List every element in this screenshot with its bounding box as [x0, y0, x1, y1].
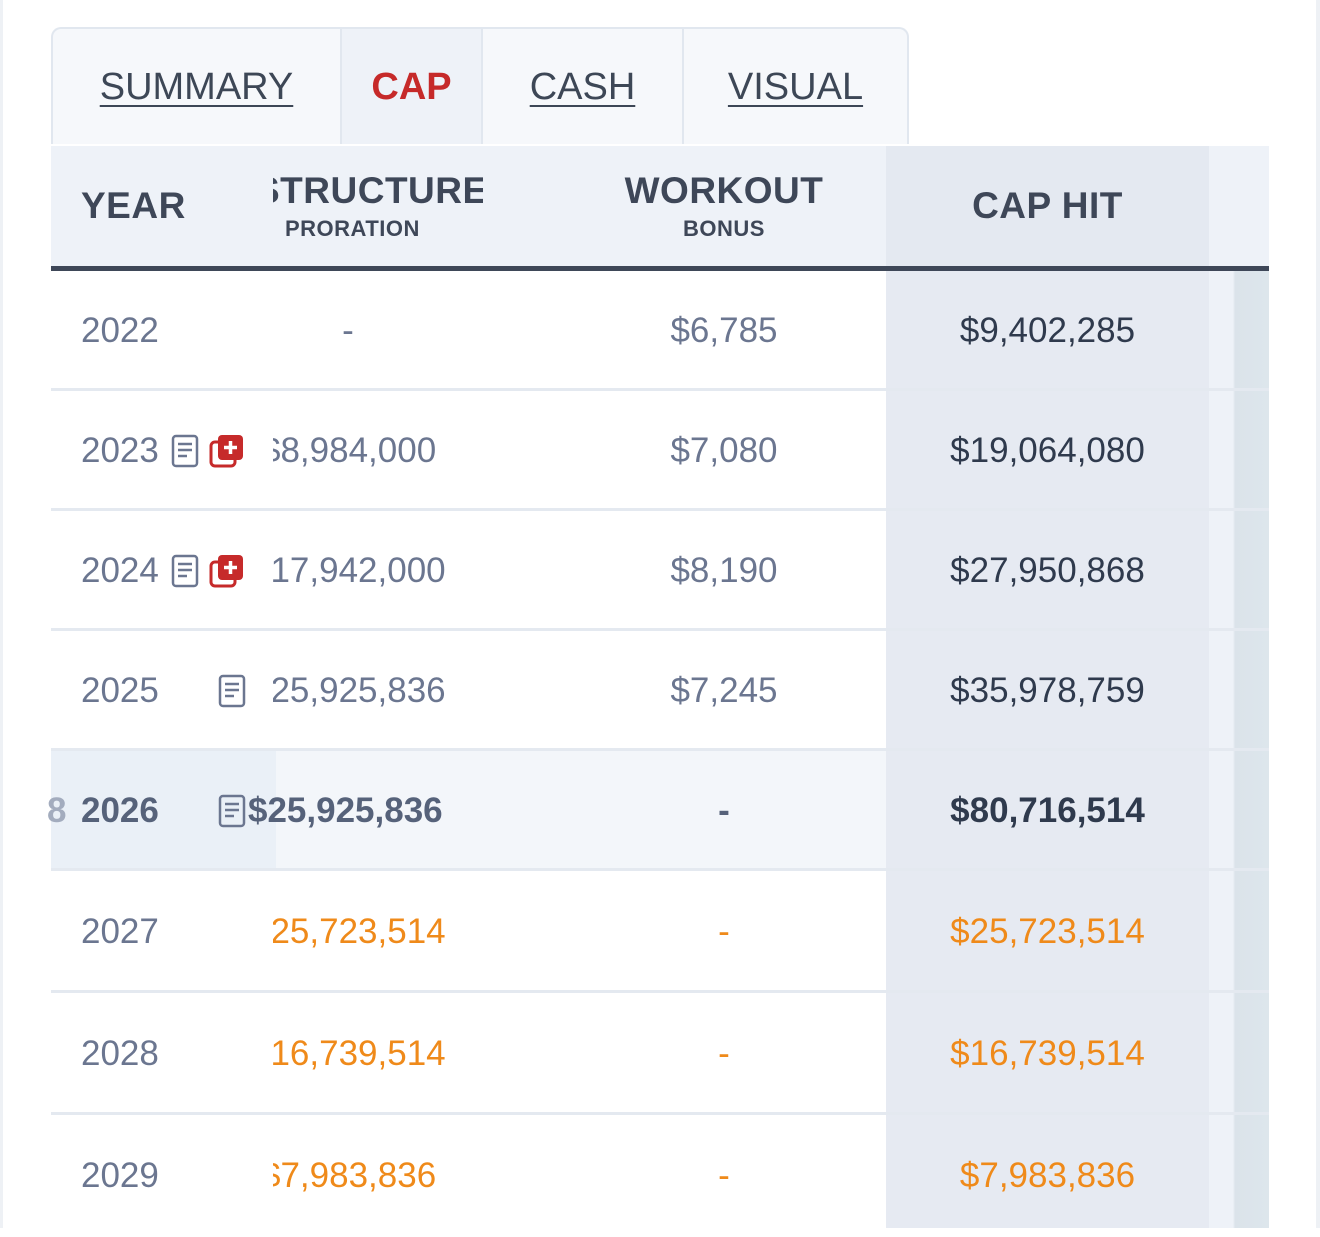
- document-icon[interactable]: [218, 674, 246, 708]
- cap-hit-cell: $16,739,514: [950, 1034, 1145, 1073]
- tab-visual[interactable]: VISUAL: [727, 66, 864, 108]
- year-header-label: YEAR: [81, 185, 186, 226]
- workout-header[interactable]: WORKOUT BONUS: [611, 146, 837, 266]
- row-divider: [51, 508, 1269, 511]
- row-divider: [51, 388, 1269, 391]
- year-cell: 2028: [81, 1034, 159, 1073]
- structure-header-label: STRUCTURE: [273, 170, 483, 211]
- structure-value: $7,983,836: [273, 1156, 437, 1195]
- cap-hit-cell: $27,950,868: [950, 551, 1145, 590]
- year-header[interactable]: YEAR: [81, 146, 186, 266]
- workout-cell: $7,245: [670, 671, 778, 710]
- medical-add-icon[interactable]: [209, 554, 245, 588]
- table-row: 2029 $7,983,836 - $7,983,836: [51, 1115, 1269, 1237]
- year-cell: 2026: [81, 791, 159, 830]
- table-row: 2027 $25,723,514 - $25,723,514: [51, 871, 1269, 993]
- structure-value: $17,942,000: [273, 551, 446, 590]
- cap-hit-cell: $80,716,514: [950, 791, 1145, 830]
- cap-hit-cell: $35,978,759: [950, 671, 1145, 710]
- structure-cell: $25,925,836: [248, 791, 443, 830]
- structure-header-sub: PRORATION: [285, 216, 420, 241]
- row-divider: [51, 1112, 1269, 1115]
- workout-cell: $6,785: [670, 311, 778, 350]
- row-icons: [171, 391, 245, 511]
- table-row-current: 8 2026 $25,925,836 - $80,716,514: [47, 751, 1269, 871]
- year-cell: 2022: [81, 311, 159, 350]
- table-row: 2025 $25,925,836 $7,245 $35,978,759: [51, 631, 1269, 751]
- structure-cell: $7,983,836: [273, 1115, 463, 1237]
- table-row: 2023 $8,984,000 $7,080 $19,064,080: [51, 391, 1269, 511]
- structure-value: $8,984,000: [273, 431, 437, 470]
- left-edge: [0, 0, 3, 1228]
- row-divider: [51, 990, 1269, 993]
- workout-cell: -: [718, 1156, 730, 1195]
- next-column-edge: [1209, 146, 1269, 1228]
- document-icon[interactable]: [171, 554, 199, 588]
- structure-value: $16,739,514: [273, 1034, 446, 1073]
- workout-cell: -: [718, 912, 730, 951]
- table-row: 2024 $17,942,000 $8,190 $27,950,868: [51, 511, 1269, 631]
- year-cell: 2025: [81, 671, 159, 710]
- cap-hit-cell: $7,983,836: [959, 1156, 1136, 1195]
- year-cell: 2029: [81, 1156, 159, 1195]
- table-row: 2028 $16,739,514 - $16,739,514: [51, 993, 1269, 1115]
- workout-header-label: WORKOUT: [624, 170, 824, 211]
- workout-header-sub: BONUS: [683, 216, 765, 241]
- cap-hit-header-label: CAP HIT: [972, 185, 1123, 226]
- row-icons: [218, 631, 246, 751]
- structure-header[interactable]: STRUCTURE PRORATION: [273, 146, 483, 266]
- year-cell: 2027: [81, 912, 159, 951]
- tab-cap[interactable]: CAP: [342, 29, 483, 144]
- cap-hit-cell: $9,402,285: [959, 311, 1136, 350]
- structure-cell: $25,925,836: [273, 631, 463, 751]
- clipped-prefix: 8: [47, 791, 67, 830]
- cap-hit-cell: $25,723,514: [950, 912, 1145, 951]
- row-divider: [51, 628, 1269, 631]
- table-row: 2022 - $6,785 $9,402,285: [51, 271, 1269, 391]
- structure-cell: -: [342, 311, 354, 350]
- cap-hit-header[interactable]: CAP HIT: [886, 146, 1209, 266]
- year-cell: 2024: [81, 551, 159, 590]
- cap-hit-column-bg: [886, 146, 1209, 1228]
- row-icons: [171, 511, 245, 631]
- document-icon[interactable]: [171, 434, 199, 468]
- structure-cell: $8,984,000: [273, 391, 463, 511]
- workout-cell: -: [718, 791, 730, 830]
- structure-cell: $16,739,514: [273, 993, 463, 1115]
- structure-cell: $25,723,514: [273, 871, 463, 993]
- view-tabs: SUMMARY CAP CASH VISUAL: [51, 27, 909, 144]
- structure-cell: $17,942,000: [273, 511, 463, 631]
- workout-cell: $8,190: [670, 551, 778, 590]
- year-cell: 2023: [81, 431, 159, 470]
- row-divider: [51, 868, 1269, 871]
- tab-cash[interactable]: CASH: [483, 29, 684, 144]
- cap-hit-header-bg: [886, 146, 1209, 266]
- row-icons: [218, 751, 246, 871]
- document-icon[interactable]: [218, 794, 246, 828]
- cap-hit-cell: $19,064,080: [950, 431, 1145, 470]
- medical-add-icon[interactable]: [209, 434, 245, 468]
- workout-cell: -: [718, 1034, 730, 1073]
- right-edge: [1316, 0, 1320, 1228]
- tab-summary[interactable]: SUMMARY: [53, 29, 342, 144]
- structure-value: $25,723,514: [273, 912, 446, 951]
- workout-cell: $7,080: [670, 431, 778, 470]
- row-divider: [51, 748, 1269, 751]
- structure-value: $25,925,836: [273, 671, 446, 710]
- table-header: YEAR STRUCTURE PRORATION WORKOUT BONUS C…: [51, 146, 1269, 271]
